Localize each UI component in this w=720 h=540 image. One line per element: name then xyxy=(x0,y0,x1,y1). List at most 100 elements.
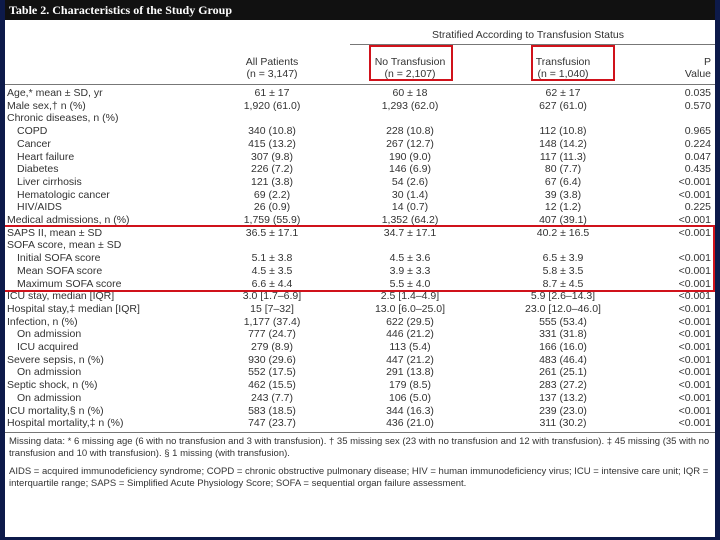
row-label: Liver cirrhosis xyxy=(17,175,82,188)
cell: 0.570 xyxy=(684,99,711,112)
cell: 6.6 ± 4.4 xyxy=(251,277,293,290)
cell: <0.001 xyxy=(678,353,711,366)
cell: 279 (8.9) xyxy=(250,341,294,353)
cell: 0.224 xyxy=(684,137,711,150)
cell: 6.5 ± 3.9 xyxy=(542,252,584,265)
cell: 12 (1.2) xyxy=(544,201,582,214)
cell: 747 (23.7) xyxy=(248,417,296,430)
cell: 67 (6.4) xyxy=(544,175,582,188)
cell: 627 (61.0) xyxy=(539,99,587,112)
cell: 0.035 xyxy=(684,87,711,99)
cell: 1,352 (64.2) xyxy=(381,214,439,226)
cell: 146 (6.9) xyxy=(388,163,432,176)
cell: <0.001 xyxy=(678,417,711,430)
cell: 344 (16.3) xyxy=(386,404,434,417)
row-label: Initial SOFA score xyxy=(17,252,101,265)
cell: 239 (23.0) xyxy=(539,404,587,417)
cell: 331 (31.8) xyxy=(539,328,587,341)
cell: 228 (10.8) xyxy=(386,125,434,138)
spanner-rule xyxy=(350,44,715,45)
cell: <0.001 xyxy=(678,404,711,417)
cell: 60 ± 18 xyxy=(392,87,428,99)
cell: <0.001 xyxy=(678,252,711,265)
cell: 340 (10.8) xyxy=(248,125,296,138)
column-n: (n = 3,147) xyxy=(246,68,298,80)
cell: 69 (2.2) xyxy=(253,188,291,201)
cell: <0.001 xyxy=(678,315,711,328)
row-label: Hospital stay,‡ median [IQR] xyxy=(7,302,140,315)
row-label: Infection, n (%) xyxy=(7,315,78,328)
spanner-label: Stratified According to Transfusion Stat… xyxy=(431,29,625,41)
row-label: On admission xyxy=(17,366,82,379)
cell: 555 (53.4) xyxy=(539,315,587,328)
column-n: (n = 2,107) xyxy=(384,68,436,80)
row-label: On admission xyxy=(17,391,82,404)
cell: 415 (13.2) xyxy=(248,137,296,150)
cell: 1,177 (37.4) xyxy=(243,315,301,328)
cell: 113 (5.4) xyxy=(389,341,431,353)
cell: 583 (18.5) xyxy=(248,404,296,417)
cell: 121 (3.8) xyxy=(250,175,294,188)
cell: 15 [7–32] xyxy=(250,302,294,315)
row-label: ICU acquired xyxy=(17,341,79,353)
cell: 23.0 [12.0–46.0] xyxy=(525,302,601,315)
cell: 80 (7.7) xyxy=(544,163,582,176)
row-label: Diabetes xyxy=(17,163,59,176)
cell: <0.001 xyxy=(678,366,711,379)
bottom-rule xyxy=(5,431,715,433)
row-label: Male sex,† n (%) xyxy=(7,99,86,112)
footnote: AIDS = acquired immunodeficiency syndrom… xyxy=(9,465,709,489)
cell: 291 (13.8) xyxy=(386,366,434,379)
header-rule xyxy=(5,84,715,85)
cell: 0.047 xyxy=(684,150,711,163)
cell: <0.001 xyxy=(678,188,711,201)
cell: 13.0 [6.0–25.0] xyxy=(374,302,446,315)
highlight-box xyxy=(531,45,615,81)
cell: 36.5 ± 17.1 xyxy=(245,226,299,239)
row-label: Chronic diseases, n (%) xyxy=(7,112,119,125)
highlight-box xyxy=(5,224,715,293)
cell: <0.001 xyxy=(678,379,711,392)
cell: 179 (8.5) xyxy=(388,379,432,392)
cell: 930 (29.6) xyxy=(248,353,296,366)
row-label: Hematologic cancer xyxy=(17,188,110,201)
cell: <0.001 xyxy=(678,290,711,303)
cell: 261 (25.1) xyxy=(539,366,587,379)
row-label: HIV/AIDS xyxy=(17,201,62,214)
cell: 190 (9.0) xyxy=(388,150,432,163)
cell: 0.435 xyxy=(684,163,711,176)
footnote: Missing data: * 6 missing age (6 with no… xyxy=(9,435,710,459)
cell: <0.001 xyxy=(678,328,711,341)
table-title: Table 2. Characteristics of the Study Gr… xyxy=(9,3,233,17)
cell: 14 (0.7) xyxy=(391,201,429,214)
cell: 39 (3.8) xyxy=(544,188,582,201)
cell: 54 (2.6) xyxy=(391,175,429,188)
cell: 1,293 (62.0) xyxy=(381,99,439,112)
cell: 106 (5.0) xyxy=(388,391,432,404)
cell: 407 (39.1) xyxy=(539,214,587,226)
cell: 5.8 ± 3.5 xyxy=(542,264,584,277)
row-label: SAPS II, mean ± SD xyxy=(7,226,103,239)
cell: 311 (30.2) xyxy=(539,417,587,430)
column-header: No Transfusion xyxy=(374,56,446,68)
row-label: ICU stay, median [IQR] xyxy=(7,290,115,303)
row-label: Severe sepsis, n (%) xyxy=(7,353,104,366)
cell: 2.5 [1.4–4.9] xyxy=(380,290,440,303)
cell: 5.1 ± 3.8 xyxy=(251,252,293,265)
row-label: Medical admissions, n (%) xyxy=(7,214,130,226)
cell: 112 (10.8) xyxy=(539,125,587,138)
row-label: ICU mortality,§ n (%) xyxy=(7,404,104,417)
cell: 137 (13.2) xyxy=(539,391,587,404)
row-label: On admission xyxy=(17,328,82,341)
cell: 0.965 xyxy=(684,125,711,138)
row-label: Hospital mortality,‡ n (%) xyxy=(7,417,124,430)
cell: 8.7 ± 4.5 xyxy=(542,277,584,290)
cell: 34.7 ± 17.1 xyxy=(383,226,437,239)
row-label: SOFA score, mean ± SD xyxy=(7,239,122,252)
cell: 5.9 [2.6–14.3] xyxy=(530,290,596,303)
cell: <0.001 xyxy=(678,341,711,353)
cell: <0.001 xyxy=(678,391,711,404)
cell: <0.001 xyxy=(678,214,711,226)
cell: 5.5 ± 4.0 xyxy=(389,277,431,290)
